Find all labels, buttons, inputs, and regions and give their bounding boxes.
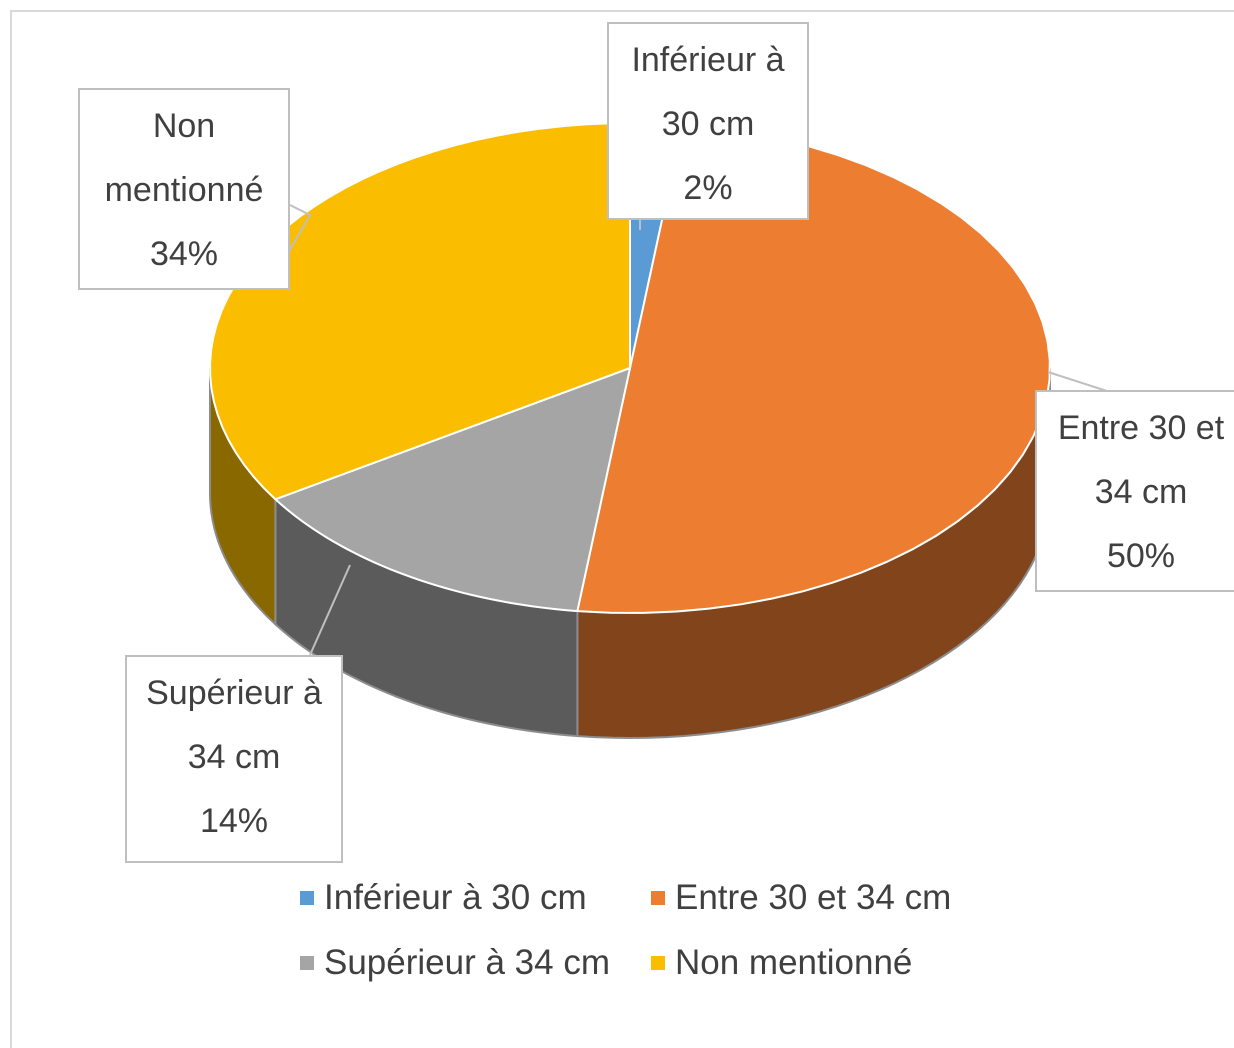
data-label-value: 14%: [199, 802, 269, 840]
legend-label: Inférieur à 30 cm: [324, 878, 587, 917]
legend-item: Supérieur à 34 cm: [300, 943, 610, 983]
legend-swatch: [300, 956, 314, 970]
pie-slice: [273, 366, 632, 613]
data-label-value: 34%: [149, 235, 219, 273]
pie-sides: [209, 367, 1051, 740]
data-label-box: Non mentionné 34%: [78, 88, 290, 290]
legend-item: Non mentionné: [651, 943, 912, 983]
data-label-category: Entre 30 et 34 cm: [1057, 409, 1225, 511]
legend-label: Non mentionné: [675, 943, 913, 982]
pie-tops: [209, 121, 1051, 614]
leader-line: [1047, 371, 1111, 393]
legend-swatch: [651, 891, 665, 905]
data-label-category: Supérieur à 34 cm: [146, 674, 322, 776]
data-label-category: Inférieur à 30 cm: [631, 41, 785, 143]
legend-item: Entre 30 et 34 cm: [651, 878, 951, 918]
leader-line: [284, 204, 312, 259]
data-label-value: 2%: [683, 169, 733, 207]
leader-lines: [284, 204, 1111, 656]
legend-item: Inférieur à 30 cm: [300, 878, 587, 918]
data-label-box: Supérieur à 34 cm 14%: [125, 655, 343, 863]
data-label-value: 50%: [1106, 537, 1176, 575]
chart-frame: [10, 10, 1234, 1048]
legend-swatch: [300, 891, 314, 905]
data-label-box: Entre 30 et 34 cm 50%: [1035, 390, 1234, 592]
leader-line: [309, 564, 351, 656]
data-label-box: Inférieur à 30 cm 2%: [607, 22, 809, 220]
legend-swatch: [651, 956, 665, 970]
data-label-category: Non mentionné: [104, 107, 264, 209]
legend-label: Entre 30 et 34 cm: [675, 878, 952, 917]
legend-label: Supérieur à 34 cm: [324, 943, 610, 982]
